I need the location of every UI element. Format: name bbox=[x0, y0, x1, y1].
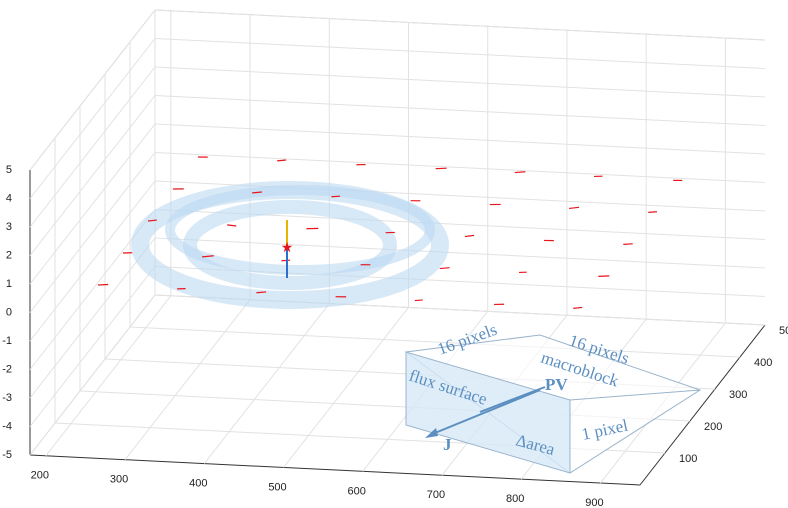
z-tick-label: -5 bbox=[2, 449, 12, 461]
flux-surface bbox=[405, 351, 571, 474]
y-tick-label: 400 bbox=[754, 357, 772, 369]
j-arrowhead bbox=[425, 428, 438, 438]
vector-arrow bbox=[227, 224, 237, 227]
x-tick-label: 500 bbox=[268, 481, 286, 493]
grid-line bbox=[283, 307, 409, 468]
grid-line bbox=[154, 38, 766, 69]
y-tick-label: 100 bbox=[679, 453, 697, 465]
z-tick-label: -2 bbox=[2, 363, 12, 375]
axis-line bbox=[639, 324, 766, 486]
vector-arrow bbox=[256, 291, 267, 294]
z-tick-label: 3 bbox=[6, 221, 12, 233]
x-tick-label: 900 bbox=[585, 497, 603, 508]
pv-arrow bbox=[479, 386, 546, 413]
z-tick-label: -1 bbox=[2, 335, 12, 347]
vector-arrow bbox=[281, 259, 291, 262]
grid-line bbox=[45, 295, 172, 457]
z-tick-label: 4 bbox=[6, 192, 12, 204]
macroblock-diagram: 16 pixels 16 pixels macroblock flux surf… bbox=[404, 320, 702, 474]
vector-arrow bbox=[331, 195, 341, 198]
vector-arrow bbox=[648, 211, 657, 213]
y-tick-label: 300 bbox=[729, 389, 747, 401]
x-tick-label: 300 bbox=[110, 474, 128, 486]
vector-arrow bbox=[623, 243, 633, 245]
grid-line bbox=[154, 95, 766, 126]
grid-line bbox=[29, 9, 156, 171]
source-marker: ★ bbox=[281, 220, 294, 278]
vector-arrow bbox=[439, 267, 450, 270]
grid-line bbox=[203, 303, 330, 464]
grid-line bbox=[29, 294, 156, 456]
grid-line bbox=[29, 38, 156, 199]
x-tick-label: 600 bbox=[348, 485, 366, 497]
grid-line bbox=[129, 326, 741, 358]
ring bbox=[165, 185, 435, 275]
annotation: PV bbox=[545, 375, 568, 394]
z-tick-label: 5 bbox=[6, 164, 12, 176]
ring bbox=[183, 200, 397, 290]
x-tick-label: 400 bbox=[189, 477, 207, 489]
grid-line bbox=[29, 66, 156, 228]
j-arrow bbox=[429, 389, 541, 436]
grid-line bbox=[154, 66, 766, 98]
annotation: J bbox=[443, 435, 452, 454]
grid-line bbox=[29, 95, 156, 256]
grid: 200 300 400 500 600 700 800 900 100 200 300 400 500 -… bbox=[2, 9, 788, 508]
y-tick-label: 500 bbox=[779, 325, 788, 337]
z-tick-label: 2 bbox=[6, 249, 12, 261]
vector-arrow bbox=[277, 159, 287, 162]
vector-arrow bbox=[414, 299, 423, 302]
grid-line bbox=[154, 152, 766, 183]
vector-arrow bbox=[464, 234, 475, 238]
vector-arrow bbox=[573, 306, 583, 309]
z-tick-label: -3 bbox=[2, 392, 12, 404]
axis-line bbox=[29, 454, 641, 486]
grid-line bbox=[154, 123, 766, 155]
z-tick-label: -4 bbox=[2, 420, 12, 432]
y-tick-label: 200 bbox=[704, 421, 722, 433]
grid-line bbox=[29, 123, 156, 285]
grid-line bbox=[29, 266, 156, 427]
vector-field bbox=[97, 156, 683, 309]
star: ★ bbox=[281, 239, 294, 255]
x-tick-label: 800 bbox=[506, 493, 524, 505]
x-tick-label: 700 bbox=[427, 489, 445, 501]
grid-line bbox=[154, 9, 766, 41]
z-tick-label: 1 bbox=[6, 278, 12, 290]
grid-line bbox=[154, 237, 766, 269]
vector-arrow bbox=[252, 191, 262, 194]
grid-line bbox=[124, 299, 251, 460]
vector-arrow bbox=[202, 255, 214, 258]
grid-line bbox=[29, 152, 156, 313]
flux-rings bbox=[131, 181, 449, 309]
vector-arrow bbox=[514, 171, 526, 174]
vector-arrow bbox=[147, 219, 157, 222]
x-tick-label: 200 bbox=[31, 470, 49, 482]
z-tick-label: 0 bbox=[6, 306, 12, 318]
edge bbox=[569, 389, 701, 401]
grid-line bbox=[29, 237, 156, 399]
vector-arrow bbox=[568, 206, 580, 210]
grid-line bbox=[29, 180, 156, 342]
